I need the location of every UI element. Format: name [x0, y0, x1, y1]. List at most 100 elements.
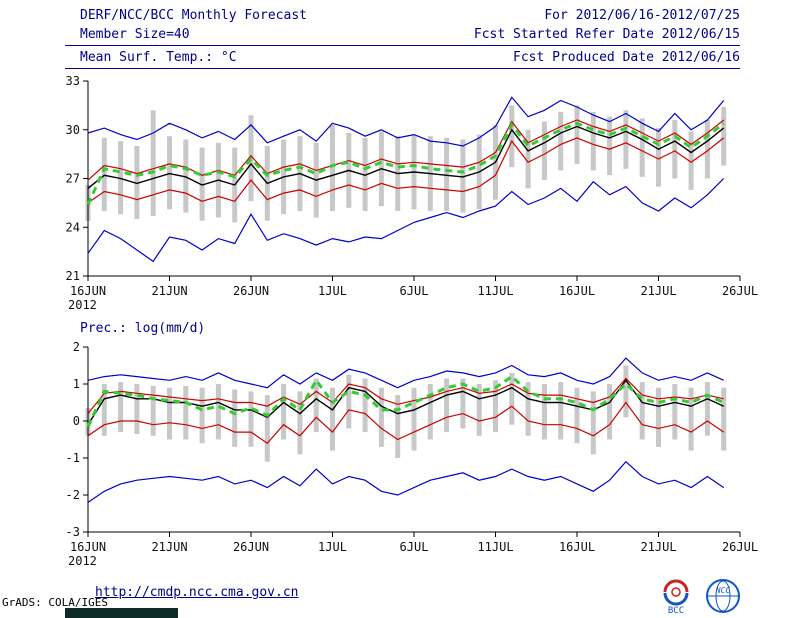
member-spread-bar: [590, 391, 596, 455]
member-spread-bar: [167, 136, 172, 210]
series-envelope-min: [87, 178, 725, 263]
grads-credit: GrADS: COLA/IGES: [2, 596, 108, 609]
header-row-2: Member Size=40 Fcst Started Refer Date 2…: [0, 25, 800, 44]
member-spread-bar: [444, 378, 450, 433]
header-divider-2: [65, 68, 740, 69]
member-spread-bar: [150, 110, 156, 216]
member-spread-bar: [444, 137, 450, 211]
ncc-logo-text: NCC: [715, 586, 731, 595]
x-tick-label: 6JUL: [400, 284, 429, 298]
header-row-1: DERF/NCC/BCC Monthly Forecast For 2012/0…: [0, 6, 800, 25]
bottom-dark-bar: [65, 608, 178, 618]
temperature-forecast-svg: 21 24 27 30 33 16JUN 21JUN 26JUN 1JUL 6JUL 11JUL 16…: [66, 74, 759, 312]
member-spread-bar: [411, 387, 417, 451]
member-spread-bar: [167, 387, 172, 440]
member-spread-bar: [297, 391, 303, 455]
x-tick-label: 16JUN: [70, 540, 106, 554]
member-spread-bar: [656, 128, 661, 187]
y-tick-label: 0: [73, 414, 80, 428]
y-tick-label: -2: [66, 488, 80, 502]
member-spread-bar: [378, 387, 384, 447]
ncc-logo: NCC: [706, 579, 740, 613]
x-tick-label: 21JUL: [640, 540, 676, 554]
member-spread-bar: [199, 147, 205, 221]
member-spread-bar: [101, 137, 107, 211]
page-title: DERF/NCC/BCC Monthly Forecast: [80, 8, 307, 23]
member-spread-bar: [590, 111, 596, 171]
member-spread-bar: [574, 105, 580, 164]
bcc-logo: BCC: [663, 579, 689, 615]
bcc-logo-text: BCC: [668, 606, 684, 615]
series-envelope-max: [87, 357, 724, 389]
member-spread-bar: [639, 118, 645, 177]
y-tick-label: 2: [73, 340, 80, 354]
y-tick-label: 27: [66, 172, 80, 186]
series-spread-upper: [87, 119, 725, 181]
series-forecast-highlight: [86, 374, 725, 428]
member-spread-bar: [232, 389, 238, 447]
logos: BCC NCC: [660, 577, 742, 615]
x-tick-label: 26JUL: [722, 540, 758, 554]
member-spread-bar: [493, 380, 498, 433]
member-spread-bar: [607, 116, 613, 176]
x-tick-label: 1JUL: [318, 284, 347, 298]
member-spread-bar: [688, 387, 694, 451]
fcst-started-label: Fcst Started Refer Date 2012/06/15: [473, 27, 740, 42]
y-tick-label: 21: [66, 269, 80, 283]
header-row-3: Mean Surf. Temp.: °C Fcst Produced Date …: [0, 48, 800, 67]
member-spread-bar: [721, 387, 727, 451]
x-tick-label: 26JUN: [233, 540, 269, 554]
x-tick-label: 11JUL: [477, 284, 513, 298]
x-tick-label: 26JUN: [233, 284, 269, 298]
bcc-logo-blue-arc: [663, 592, 689, 606]
member-spread-bar: [672, 120, 678, 179]
forecast-range: For 2012/06/16-2012/07/25: [544, 8, 740, 23]
member-spread-bar: [118, 382, 124, 432]
temp-chart-label: Mean Surf. Temp.: °C: [80, 50, 237, 65]
member-spread-bar: [427, 384, 433, 440]
x-tick-label: 11JUL: [477, 540, 513, 554]
x-tick-label: 21JUL: [640, 284, 676, 298]
x-tick-label: 16JUL: [559, 284, 595, 298]
member-spread-bar: [525, 129, 531, 189]
series-spread-lower: [87, 137, 725, 204]
member-spread-bar: [607, 384, 613, 440]
member-spread-bar: [623, 110, 629, 169]
member-spread-bar: [672, 384, 678, 440]
bcc-logo-red-arc: [663, 579, 689, 593]
cmdp-link[interactable]: http://cmdp.ncc.cma.gov.cn: [95, 585, 299, 600]
series-envelope-max: [87, 96, 725, 147]
precip-chart-label: Prec.: log(mm/d): [80, 321, 206, 336]
member-spread-bar: [574, 387, 580, 444]
y-tick-label: -3: [66, 525, 80, 539]
precipitation-chart: -3 -2 -1 0 1 2 16JUN 21JUN 26JUN 1JUL 6JUL 11JUL 16J…: [0, 337, 800, 577]
member-spread-bar: [248, 391, 254, 447]
x-tick-label: 21JUN: [151, 540, 187, 554]
x-tick-label: 16JUN: [70, 284, 106, 298]
member-spread-bar: [264, 395, 270, 462]
member-spread-bar: [281, 384, 287, 440]
header-divider-1: [65, 45, 740, 46]
y-tick-label: 1: [73, 377, 80, 391]
x-tick-label: 1JUL: [318, 540, 347, 554]
y-tick-label: 24: [66, 220, 80, 234]
member-size-label: Member Size=40: [80, 27, 190, 42]
member-spread-bar: [688, 131, 694, 190]
series-envelope-min: [87, 460, 725, 503]
member-spread-bar: [183, 385, 189, 440]
member-spread-bar: [134, 146, 140, 220]
member-spread-bar: [330, 387, 335, 451]
member-spread-bar: [639, 382, 645, 440]
x-year-label: 2012: [68, 554, 97, 568]
ncc-logo-outer-ring: [706, 579, 740, 613]
y-tick-label: 33: [66, 74, 80, 88]
member-spread-bar: [509, 105, 515, 168]
member-spread-bar: [704, 120, 710, 179]
member-spread-bar: [525, 382, 531, 436]
x-tick-label: 26JUL: [722, 284, 758, 298]
series-forecast-highlight: [86, 121, 725, 206]
member-spread-bar: [183, 139, 189, 213]
member-spread-bar: [541, 384, 547, 440]
member-spread-bar: [460, 139, 466, 213]
